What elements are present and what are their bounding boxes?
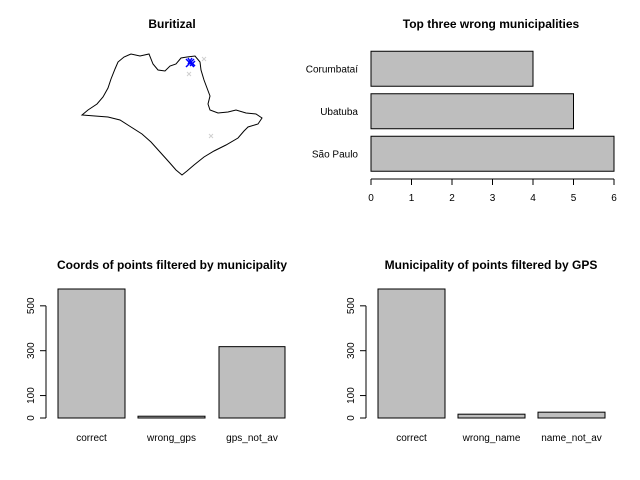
bar-0	[57, 288, 126, 419]
category-label-1: wrong_gps	[146, 433, 196, 444]
x-tick-label-6: 6	[611, 193, 617, 204]
category-label-0: correct	[396, 433, 427, 444]
state-outline	[80, 53, 263, 176]
x-tick-label-4: 4	[530, 193, 536, 204]
category-label-2: Corumbataí	[306, 64, 358, 75]
category-label-1: wrong_name	[462, 433, 521, 444]
category-label-0: correct	[76, 433, 107, 444]
panel-coords-filtered: Coords of points filtered by municipalit…	[26, 258, 287, 444]
bar-0	[377, 288, 446, 419]
muni-plot-area: correct wrong_name name_not_av 0 100 300 500	[346, 288, 606, 444]
highlight-points	[185, 57, 196, 68]
category-label-2: gps_not_av	[226, 433, 278, 444]
bar-2	[370, 50, 534, 87]
wrong-title: Top three wrong municipalities	[403, 17, 580, 31]
x-tick-label-0: 0	[368, 193, 374, 204]
x-tick-label-5: 5	[571, 193, 577, 204]
category-label-2: name_not_av	[541, 433, 602, 444]
x-tick-label-3: 3	[490, 193, 496, 204]
coords-title: Coords of points filtered by municipalit…	[57, 258, 287, 272]
bar-2	[218, 346, 286, 419]
bar-1	[457, 413, 526, 419]
category-label-0: São Paulo	[312, 149, 359, 160]
y-tick-label-2: 300	[346, 342, 357, 359]
y-tick-label-3: 500	[26, 297, 37, 314]
x-tick-label-2: 2	[449, 193, 455, 204]
y-tick-label-0: 0	[346, 415, 357, 421]
bar-1	[137, 415, 206, 419]
bar-1	[370, 93, 574, 130]
coords-plot-area: correct wrong_gps gps_not_av 0 100 300 500	[26, 288, 286, 444]
outlier-points	[186, 56, 214, 139]
y-tick-label-1: 100	[26, 387, 37, 404]
y-tick-label-2: 300	[26, 342, 37, 359]
y-tick-label-1: 100	[346, 387, 357, 404]
y-tick-label-0: 0	[26, 415, 37, 421]
map-title: Buritizal	[148, 17, 195, 31]
panel-map: Buritizal	[80, 17, 263, 176]
panel-wrong-municipalities: Top three wrong municipalities São Paulo…	[306, 17, 617, 204]
bar-2	[537, 411, 606, 419]
category-label-1: Ubatuba	[320, 107, 358, 118]
bar-0	[370, 135, 615, 172]
muni-title: Municipality of points filtered by GPS	[385, 258, 598, 272]
panel-municipality-filtered: Municipality of points filtered by GPS c…	[346, 258, 606, 444]
x-tick-label-1: 1	[409, 193, 415, 204]
wrong-plot-area: São Paulo Ubatuba Corumbataí 0 1 2 3 4 5 6	[306, 50, 617, 204]
y-tick-label-3: 500	[346, 297, 357, 314]
